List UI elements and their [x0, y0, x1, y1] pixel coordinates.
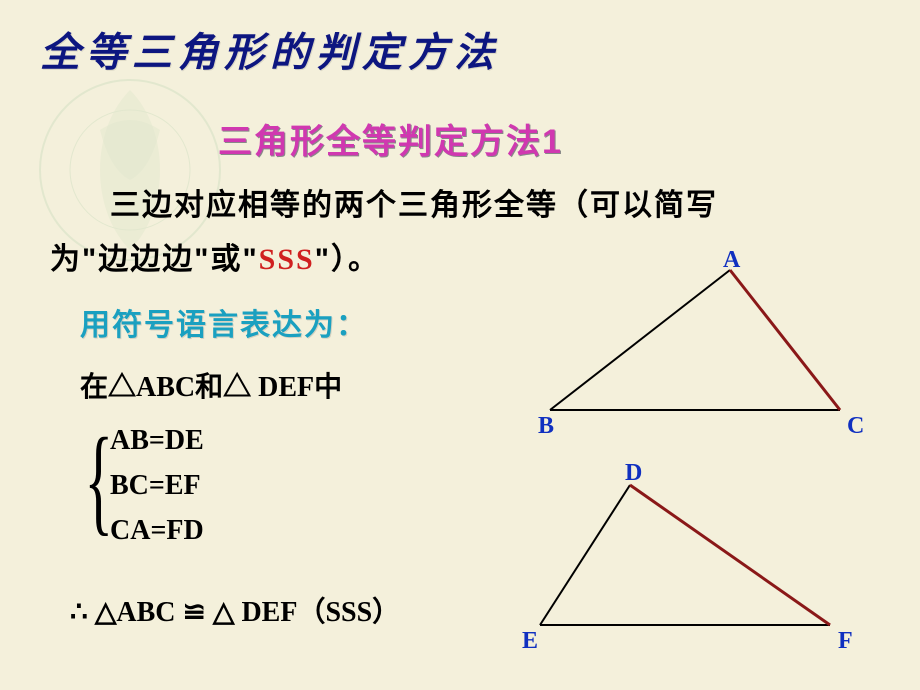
section-title: 三角形全等判定方法1 — [218, 114, 563, 163]
triangle-abc — [530, 260, 870, 430]
edge-ab — [550, 270, 730, 410]
body-line-2-post: "）。 — [315, 243, 380, 276]
proof-in-line: 在△ABC和△ DEF中 — [80, 365, 342, 405]
vertex-label-b: B — [538, 413, 554, 440]
body-line-1: 三边对应相等的两个三角形全等（可以简写 — [110, 180, 718, 224]
triangle-def — [520, 475, 860, 645]
proof-in-post: 中 — [314, 371, 342, 402]
symbolic-heading: 用符号语言表达为： — [80, 300, 368, 344]
proof-conclusion: ∴ △ABC ≌ △ DEF（SSS） — [70, 590, 400, 630]
vertex-label-c: C — [847, 413, 864, 440]
edge-df — [630, 485, 830, 625]
proof-cond-1: AB=DE — [110, 425, 204, 457]
sss-abbrev: SSS — [259, 243, 315, 276]
vertex-label-a: A — [723, 247, 740, 274]
proof-cond-2: BC=EF — [110, 470, 201, 502]
proof-in-pre: 在△ABC和△ DEF — [80, 372, 314, 403]
brace-icon: { — [84, 420, 113, 540]
vertex-label-f: F — [838, 628, 853, 655]
vertex-label-d: D — [625, 460, 642, 487]
proof-cond-3: CA=FD — [110, 515, 204, 547]
body-line-2-pre: 为"边边边"或" — [50, 243, 259, 276]
edge-de — [540, 485, 630, 625]
body-line-2: 为"边边边"或"SSS"）。 — [50, 234, 380, 278]
vertex-label-e: E — [522, 628, 538, 655]
edge-ac — [730, 270, 840, 410]
page-title: 全等三角形的判定方法 — [40, 20, 500, 78]
